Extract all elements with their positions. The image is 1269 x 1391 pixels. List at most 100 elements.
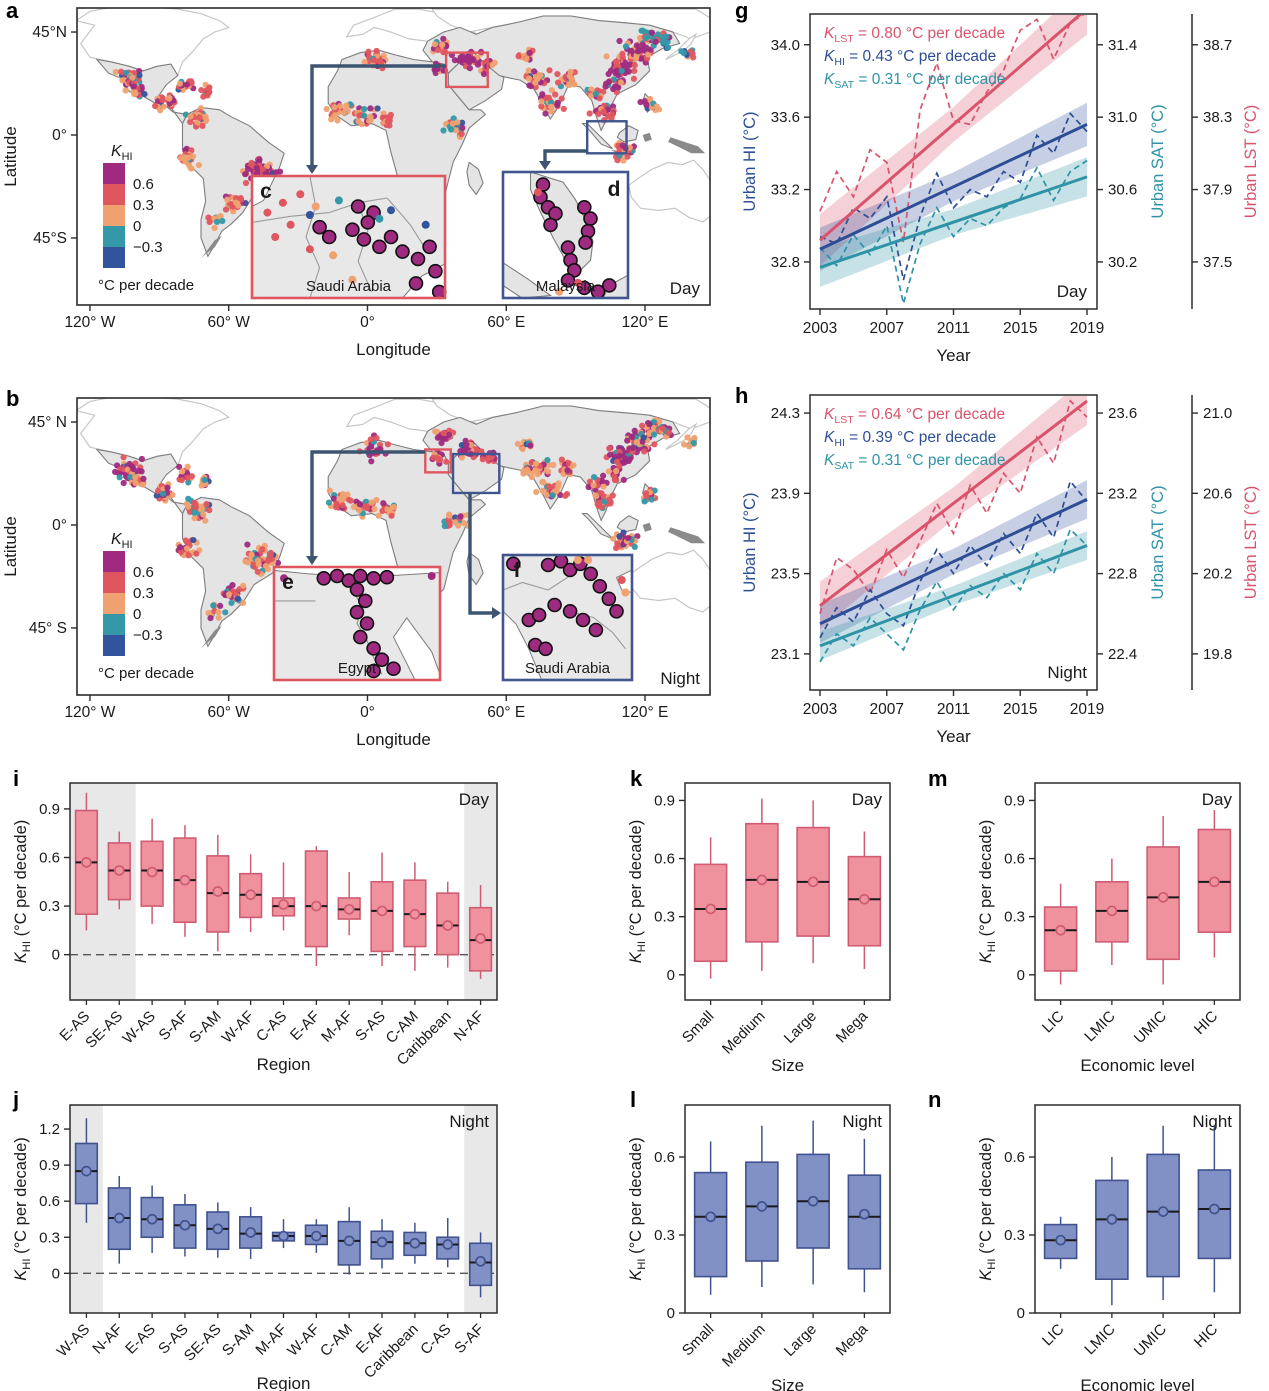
inset-city-dot (555, 287, 564, 296)
inset-city-dot (601, 591, 617, 607)
inset-city-dot (588, 622, 604, 638)
x-tick: 2007 (870, 701, 904, 718)
mean-marker (278, 1230, 289, 1242)
box-W-AF (239, 854, 263, 932)
x-tick: 2007 (870, 320, 904, 337)
x-tick: C-AS (253, 1008, 290, 1045)
inset-city-dot (329, 251, 338, 260)
arrowhead-icon (306, 165, 318, 174)
inset-city-dot (305, 211, 314, 219)
box-S-AS (370, 852, 394, 966)
inset-city-dot (366, 663, 381, 679)
inset-city-dot (410, 251, 426, 267)
annual-line-SAT (819, 159, 1088, 304)
mean-marker (245, 1227, 257, 1238)
y-tick: 0.6 (1004, 1149, 1025, 1166)
xlabel: Region (257, 1374, 311, 1391)
inset-connector (543, 149, 588, 161)
y-tick: 32.8 (771, 254, 800, 271)
x-tick: Small (679, 1321, 718, 1360)
box-C-AM (403, 862, 427, 971)
y-tick: 0.3 (654, 909, 675, 926)
inset-city-dot (427, 572, 436, 580)
series-group (819, 15, 1088, 304)
mean-marker (310, 1230, 322, 1242)
inset-city-dot (540, 557, 556, 573)
panel-label-h: h (735, 383, 749, 408)
y-tick: 0 (52, 1265, 60, 1282)
box-S-AF (468, 1232, 493, 1298)
inset-city-dot (534, 188, 542, 197)
inset-city-dot (349, 582, 365, 597)
ylabel-sat: Urban SAT (°C) (1149, 485, 1167, 599)
x-tick: 2003 (803, 701, 837, 718)
y-tick: 0 (667, 967, 675, 984)
inset-city-dot (578, 235, 593, 250)
inset-city-dot (352, 629, 368, 645)
inset-city-dot (583, 566, 599, 582)
inset-city-dot (547, 597, 562, 613)
boxplot-j: W-ASN-AFE-ASS-ASSE-ASS-AMM-AFW-AFC-AME-A… (12, 1104, 498, 1391)
colorbar-title: KHI (111, 531, 133, 551)
x-tick: W-AS (54, 1321, 94, 1361)
y-tick: 22.4 (1108, 646, 1137, 663)
colorbar-tick: −0.3 (133, 239, 163, 256)
y-tick: 0.9 (654, 792, 675, 809)
inset-city-dot (560, 273, 576, 288)
period-label: Day (1202, 790, 1233, 809)
inset-city-dot (334, 196, 343, 205)
x-tick: M-AF (252, 1321, 290, 1359)
ylabel-lst: Urban LST (°C) (1242, 486, 1260, 600)
ylabel-sat: Urban SAT (°C) (1149, 104, 1167, 218)
x-tick: 120° E (622, 314, 669, 331)
inset-city-dot (278, 198, 287, 207)
mean-marker (1157, 1206, 1169, 1217)
inset-d: d Malaysia (501, 170, 630, 300)
annual-line-SAT (819, 527, 1088, 663)
box-HIC (1197, 1125, 1232, 1293)
inset-city-dot (408, 276, 424, 291)
confidence-band-LST (820, 15, 1087, 267)
box-Mega (847, 831, 882, 969)
x-tick: 0° (360, 314, 375, 331)
x-tick: Large (781, 1321, 820, 1360)
inset-city-dot (538, 641, 553, 657)
continent-outline (665, 32, 698, 61)
panel-label-m: m (928, 766, 948, 791)
ylabel-hi: Urban HI (°C) (741, 492, 759, 592)
inset-city-dot (584, 556, 593, 564)
y-tick: 0.3 (1004, 909, 1025, 926)
x-tick: N-AF (451, 1008, 488, 1045)
y-tick: 23.5 (771, 566, 800, 583)
box-Caribbean (436, 881, 460, 968)
inset-city-dot (312, 219, 327, 235)
y-tick: 22.8 (1108, 566, 1137, 583)
map-highlight-rect (424, 448, 452, 474)
island-dark (668, 137, 706, 154)
x-tick: S-AM (219, 1321, 258, 1360)
mean-marker (705, 1211, 716, 1223)
x-tick: 120° W (64, 704, 115, 721)
box-C-AS (271, 862, 296, 931)
trend-line-SAT (819, 175, 1088, 269)
x-tick: 2015 (1003, 701, 1037, 718)
inset-city-dot (372, 239, 387, 255)
inset-city-dot (574, 278, 582, 287)
mean-marker (409, 1237, 421, 1249)
inset-city-dot (421, 220, 430, 229)
y-tick: 21.0 (1203, 405, 1232, 422)
colorbar-unit: °C per decade (98, 665, 194, 682)
box-UMIC (1146, 1125, 1180, 1300)
inset-city-dot (374, 652, 390, 668)
y-tick: 38.7 (1203, 37, 1232, 54)
inset-city-dot (375, 214, 384, 223)
y-tick: 45° S (29, 620, 67, 637)
x-tick: 0° (360, 704, 375, 721)
ylabel: Latitude (1, 516, 20, 577)
mean-marker (179, 1219, 191, 1231)
box-UMIC (1146, 815, 1180, 985)
annual-line-HI (819, 111, 1088, 281)
confidence-band-LST (820, 396, 1087, 630)
